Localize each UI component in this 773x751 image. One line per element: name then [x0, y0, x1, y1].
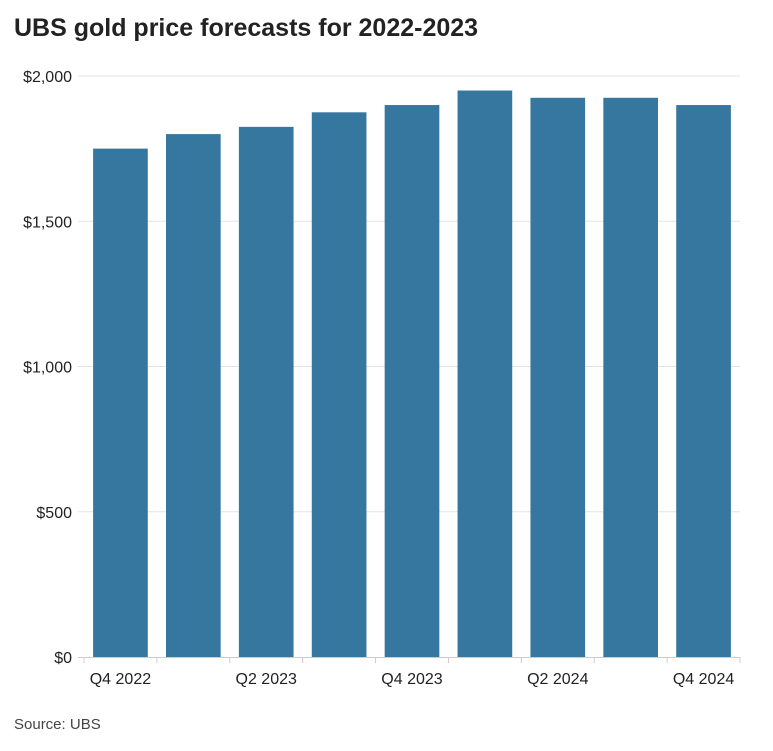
- bar: [530, 97, 586, 658]
- bar: [457, 90, 513, 657]
- bar: [311, 112, 367, 657]
- bar: [166, 134, 221, 658]
- bar: [676, 105, 731, 658]
- bar: [384, 105, 440, 658]
- x-tick-label: Q2 2024: [527, 671, 588, 688]
- bars: [93, 90, 731, 658]
- y-tick-label: $0: [54, 650, 72, 667]
- y-tick-label: $1,500: [23, 214, 72, 231]
- x-tick-label: Q4 2023: [381, 671, 442, 688]
- source-note: Source: UBS: [14, 716, 101, 733]
- bar: [93, 148, 148, 657]
- y-tick-label: $500: [36, 505, 72, 522]
- x-tick-label: Q2 2023: [236, 671, 297, 688]
- x-axis: [78, 657, 741, 663]
- y-axis-tick-labels: $0 $500 $1,000 $1,500 $2,000: [23, 69, 72, 667]
- x-axis-tick-labels: Q4 2022 Q2 2023 Q4 2023 Q2 2024 Q4 2024: [90, 671, 735, 688]
- x-tick-label: Q4 2024: [673, 671, 734, 688]
- bar: [238, 126, 294, 657]
- bar: [603, 97, 658, 658]
- y-tick-label: $2,000: [23, 69, 72, 86]
- chart-title: UBS gold price forecasts for 2022-2023: [14, 14, 479, 42]
- x-tick-label: Q4 2022: [90, 671, 151, 688]
- y-tick-label: $1,000: [23, 360, 72, 377]
